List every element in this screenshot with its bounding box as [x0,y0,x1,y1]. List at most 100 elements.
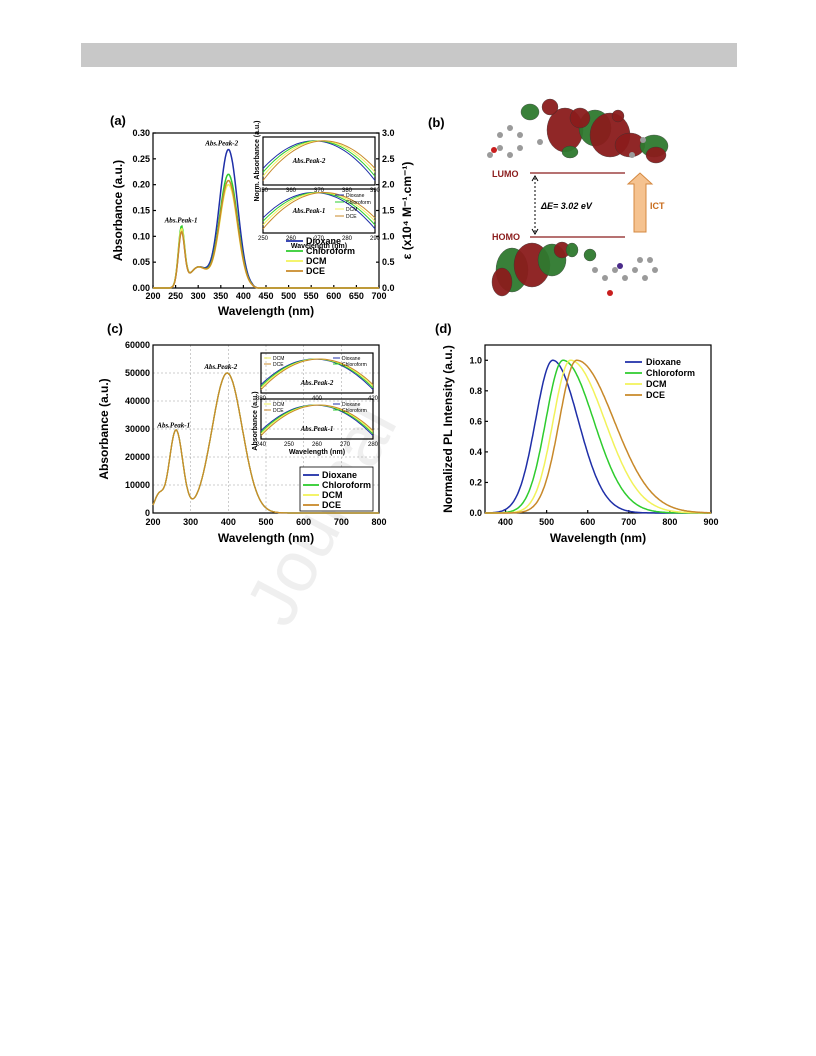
legend-label: Chloroform [646,368,695,378]
chart-d-pl-intensity: (d) 400 500 600 700 800 900 0.0 0.2 0.4 0.6 0.8 1.0 W… [435,321,719,545]
inset-legend-label: DCE [346,214,357,220]
y-tick-label: 0.0 [469,508,482,518]
inset-legend-label: Dioxane [346,193,365,199]
legend-label: Chloroform [322,480,371,490]
y2-tick-label: 2.0 [382,180,395,190]
homo-orbital-lobe [583,248,597,262]
y-axis-label: Normalized PL Intensity (a.u.) [441,345,455,513]
lumo-orbital-lobe [541,98,559,116]
inset-legend-label: DCM [346,207,357,213]
x-tick-label: 200 [145,517,160,527]
inset-y-label: Norm. Absorbance (a.u.) [254,120,261,201]
series-line-dce [485,359,712,514]
legend-label: DCE [646,390,665,400]
x-tick-label: 300 [191,291,206,301]
series-line-dce [152,372,379,514]
inset-annotation: Abs.Peak-2 [300,379,334,387]
atom [632,267,638,273]
inset-legend-label: Chloroform [342,408,367,414]
y-axis-label: Absorbance (a.u.) [111,160,125,261]
inset-tick-label: 270 [340,442,351,448]
y-tick-label: 0.6 [469,416,482,426]
inset-tick-label: 290 [370,236,381,242]
x-tick-label: 350 [213,291,228,301]
inset-legend-label: Dioxane [342,356,361,362]
inset-legend-label: DCE [273,362,284,368]
ict-arrow [626,172,654,233]
inset-x-label: Wavelength (nm) [291,243,347,250]
panel-label-c: (c) [107,321,123,336]
x-tick-label: 700 [334,517,349,527]
inset-tick-label: 240 [256,442,267,448]
y-tick-label: 0.00 [132,283,150,293]
inset-frame [262,188,376,234]
x-tick-label: 800 [662,517,677,527]
inset-series-line [260,358,374,391]
x-tick-label: 900 [703,517,718,527]
y2-tick-label: 3.0 [382,128,395,138]
panel-label-d: (d) [435,321,452,336]
chart-c-absorbance: (c) 200 300 400 500 600 700 800 0 10000 20000 30000… [97,321,387,545]
inset-tick-label: 250 [258,236,269,242]
panel-label-a: (a) [110,113,126,128]
lumo-label: LUMO [492,169,519,179]
inset-annotation: Abs.Peak-1 [292,207,326,215]
x-tick-label: 700 [621,517,636,527]
y-tick-label: 0.8 [469,386,482,396]
legend-label: DCE [322,500,341,510]
inset-tick-label: 280 [368,442,379,448]
atom [497,132,503,138]
y2-tick-label: 0.0 [382,283,395,293]
x-tick-label: 400 [236,291,251,301]
x-tick-label: 550 [304,291,319,301]
inset-annotation: Abs.Peak-2 [292,157,326,165]
y-tick-label: 0.20 [132,180,150,190]
x-tick-label: 500 [539,517,554,527]
inset-tick-label: 260 [286,236,297,242]
inset-series-line [262,191,376,230]
inset-y-label: Absorbance (a.u.) [252,391,259,450]
x-tick-label: 450 [258,291,273,301]
inset-frame [260,398,374,440]
atom [487,152,493,158]
legend-label: DCM [306,256,327,266]
inset-tick-label: 370 [314,188,325,194]
y-tick-label: 0.15 [132,206,150,216]
atom [622,275,628,281]
atom [537,139,543,145]
x-tick-label: 500 [258,517,273,527]
plot-frame-c [152,344,380,514]
inset-tick-label: 280 [342,236,353,242]
legend-label: Dioxane [322,470,357,480]
y-tick-label: 0.4 [469,447,482,457]
y-tick-label: 0.2 [469,477,482,487]
y-tick-label: 0.10 [132,231,150,241]
inset-tick-label: 380 [342,188,353,194]
legend-label: DCM [646,379,667,389]
atom [507,125,513,131]
atom-nitrogen [617,263,623,269]
atom [652,267,658,273]
atom [517,132,523,138]
inset-legend-label: Chloroform [342,362,367,368]
y-tick-label: 1.0 [469,355,482,365]
y-axis-label: Absorbance (a.u.) [97,378,111,479]
x-axis-label: Wavelength (nm) [218,531,314,545]
y-tick-label: 10000 [125,480,150,490]
homo-orbital-lobe [491,267,513,297]
atom [647,257,653,263]
x-tick-label: 400 [498,517,513,527]
y-tick-label: 0.05 [132,257,150,267]
inset-legend-label: Dioxane [342,402,361,408]
inset-tick-label: 260 [312,442,323,448]
x-tick-label: 700 [371,291,386,301]
gap-label: ΔE= 3.02 eV [540,201,593,211]
inset-series-line [260,404,374,437]
homo-label: HOMO [492,232,520,242]
panel-label-b: (b) [428,115,445,130]
series-line-dce [153,179,379,289]
x-tick-label: 650 [349,291,364,301]
y2-tick-label: 1.5 [382,206,395,216]
atom [517,145,523,151]
x-axis-label: Wavelength (nm) [218,304,314,318]
